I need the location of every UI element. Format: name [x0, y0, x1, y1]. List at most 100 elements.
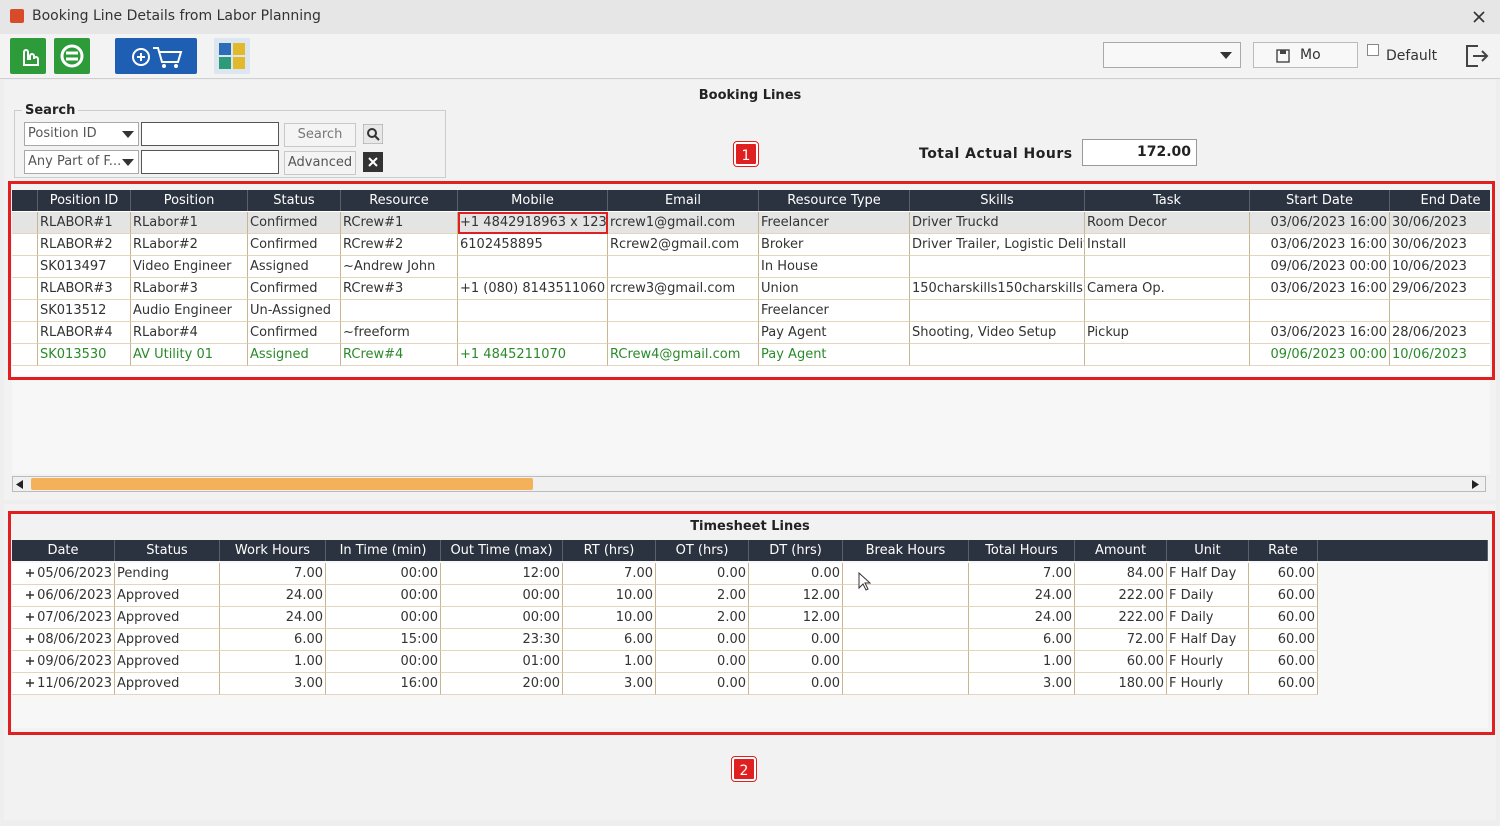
search-icon-button[interactable] [363, 124, 383, 144]
table-cell: RLabor#2 [131, 234, 248, 256]
search-field-text: Position ID [28, 126, 97, 141]
table-cell: Un-Assigned [248, 300, 341, 322]
header-cell: Resource Type [759, 190, 910, 211]
table-cell: 10.00 [563, 585, 656, 607]
search-input[interactable] [141, 122, 279, 146]
scroll-left[interactable] [16, 480, 24, 489]
expand-icon[interactable] [26, 635, 35, 643]
expand-icon[interactable] [26, 657, 35, 665]
select-button[interactable] [10, 38, 46, 74]
cell-text: 60.00 [1126, 654, 1164, 669]
layout-dropdown[interactable] [1103, 42, 1241, 68]
table-cell: 09/06/2023 00:00 [1250, 256, 1390, 278]
table-cell: 6.00 [563, 629, 656, 651]
table-cell: Approved [115, 585, 220, 607]
table-cell: Approved [115, 629, 220, 651]
table-cell: 1.00 [563, 651, 656, 673]
table-cell: 10/06/2023 [1390, 256, 1490, 278]
search-field-select[interactable]: Position ID [24, 122, 139, 146]
header-cell: Total Hours [969, 540, 1075, 561]
cell-text: 06/06/2023 [37, 588, 112, 603]
table-cell: 28/06/2023 [1390, 322, 1490, 344]
refresh-button[interactable] [54, 38, 90, 74]
cell-text: 84.00 [1126, 566, 1164, 581]
cell-text: F Daily [1169, 610, 1214, 625]
table-cell: Video Engineer [131, 256, 248, 278]
cell-text: F Hourly [1169, 676, 1224, 691]
cell-text: Approved [117, 588, 180, 603]
cell-text: 12.00 [802, 588, 840, 603]
table-cell: +1 4845211070 [458, 344, 608, 366]
cell-text: 00:00 [400, 588, 438, 603]
search-input-2[interactable] [141, 150, 279, 174]
expand-icon[interactable] [26, 613, 35, 621]
header-cell: Position [131, 190, 248, 211]
cell-text: 60.00 [1277, 632, 1315, 647]
table-cell: 00:00 [326, 585, 441, 607]
clear-button[interactable] [363, 152, 383, 172]
search-label: Search [22, 103, 79, 118]
table-cell: 0.00 [749, 673, 843, 695]
table-cell: Broker [759, 234, 910, 256]
table-cell: 07/06/2023 [12, 607, 115, 629]
dropdown-arrow [122, 131, 134, 138]
table-cell: 0.00 [749, 651, 843, 673]
resource-button[interactable] [214, 38, 250, 74]
header-cell: Position ID [38, 190, 131, 211]
expand-icon[interactable] [26, 591, 35, 599]
horizontal-scrollbar[interactable] [12, 476, 1486, 492]
cell-text: F Daily [1169, 588, 1214, 603]
table-cell [458, 300, 608, 322]
table-cell: AV Utility 01 [131, 344, 248, 366]
header-cell: Skills [910, 190, 1085, 211]
table-cell: RLabor#4 [131, 322, 248, 344]
exit-button[interactable] [1462, 42, 1490, 70]
table-cell: 3.00 [220, 673, 326, 695]
table-cell [843, 563, 969, 585]
cell-text: 12.00 [802, 610, 840, 625]
default-checkbox[interactable] [1367, 44, 1379, 56]
table-cell: 20:00 [441, 673, 563, 695]
advanced-button[interactable]: Advanced [284, 151, 356, 175]
table-cell: 60.00 [1249, 629, 1318, 651]
cell-text: 09/06/2023 [37, 654, 112, 669]
table-cell: 30/06/2023 [1390, 234, 1490, 256]
table-cell: 09/06/2023 00:00 [1250, 344, 1390, 366]
table-cell: 222.00 [1075, 607, 1167, 629]
table-cell: Confirmed [248, 278, 341, 300]
search-mode-select[interactable]: Any Part of F... [24, 150, 139, 174]
header-cell: Status [115, 540, 220, 561]
close-button[interactable] [1472, 10, 1486, 24]
header-cell: Date [12, 540, 115, 561]
search-button[interactable]: Search [284, 123, 356, 147]
expand-icon[interactable] [26, 679, 35, 687]
save-layout-button[interactable]: Mo [1253, 42, 1358, 68]
row-selector [12, 256, 38, 278]
cell-text: 2.00 [717, 588, 746, 603]
expand-icon[interactable] [26, 569, 35, 577]
cell-text: 72.00 [1126, 632, 1164, 647]
table-cell: 2.00 [656, 607, 749, 629]
table-cell: F Half Day [1167, 629, 1249, 651]
table-cell: 72.00 [1075, 629, 1167, 651]
scroll-thumb[interactable] [31, 478, 533, 490]
cell-text: 00:00 [400, 610, 438, 625]
cell-text: F Half Day [1169, 566, 1237, 581]
row-selector [12, 344, 38, 366]
table-cell: RLABOR#3 [38, 278, 131, 300]
table-cell: RCrew#4 [341, 344, 458, 366]
dropdown-arrow [122, 159, 134, 166]
add-to-cart-button[interactable] [115, 38, 197, 74]
row-selector [12, 234, 38, 256]
cell-text: 222.00 [1118, 588, 1165, 603]
header-fill [1318, 540, 1488, 561]
table-cell: 3.00 [969, 673, 1075, 695]
app-icon [10, 9, 24, 23]
table-cell: SK013530 [38, 344, 131, 366]
table-cell: 60.00 [1249, 585, 1318, 607]
scroll-right[interactable] [1472, 480, 1480, 489]
table-cell: 0.00 [749, 629, 843, 651]
table-cell: 09/06/2023 [12, 651, 115, 673]
table-cell: RLABOR#4 [38, 322, 131, 344]
